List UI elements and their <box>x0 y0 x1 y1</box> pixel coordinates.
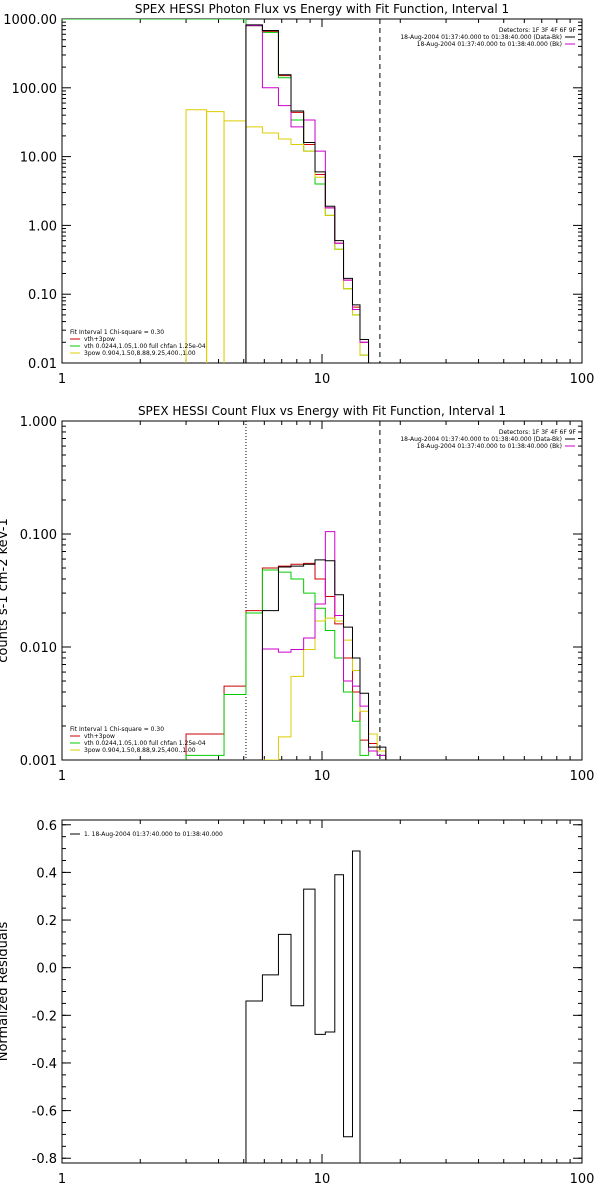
series-line-5 <box>186 559 387 760</box>
x-tick-label: 10 <box>314 372 331 387</box>
x-tick-label: 1 <box>58 372 66 387</box>
y-tick-label: 1000.00 <box>3 13 57 28</box>
chart-panel-3: 1 10 100 0.6 0.4 0.2 0.0 -0.2 -0.4 -0.6 -0.8 Normal… <box>0 819 594 1187</box>
chart-panel-1: SPEX HESSI Photon Flux vs Energy with Fi… <box>3 2 595 387</box>
series-line-2 <box>185 569 387 760</box>
legend-right-entry: 18-Aug-2004 01:37:40.000 to 01:38:40.000… <box>400 34 562 41</box>
plot-frame <box>61 420 583 761</box>
y-tick-label: -0.8 <box>32 1152 57 1167</box>
series-line-1 <box>245 25 386 363</box>
y-tick-label: 0.2 <box>36 914 57 929</box>
y-tick-label: -0.2 <box>32 1009 57 1024</box>
x-tick-label: 10 <box>314 1172 331 1187</box>
y-tick-label: 0.10 <box>28 288 57 303</box>
legend-right-entry: 18-Aug-2004 01:37:40.000 to 01:38:40.000… <box>400 436 562 443</box>
y-tick-label: 0.100 <box>20 528 57 543</box>
series-line-5 <box>245 24 386 363</box>
legend-right-entry: 18-Aug-2004 01:37:40.000 to 01:38:40.000… <box>417 443 562 450</box>
plot-data <box>62 19 386 363</box>
y-tick-label: -0.4 <box>32 1057 57 1072</box>
legend-entry: 3pow 0.904,1.50,8.88,9.25,400.,1.00 <box>84 747 196 754</box>
plot-frame <box>61 819 583 1164</box>
legend-entry: vth 0.0244,1.05,1.00 full chfan 1.25e-04 <box>84 343 206 350</box>
y-tick-label: 10.00 <box>20 151 57 166</box>
chart-panel-2: SPEX HESSI Count Flux vs Energy with Fit… <box>0 404 594 784</box>
x-tick-label: 1 <box>58 769 66 784</box>
x-tick-label: 100 <box>570 372 595 387</box>
chart-title: SPEX HESSI Photon Flux vs Energy with Fi… <box>135 2 509 16</box>
y-tick-label: 0.010 <box>20 641 57 656</box>
y-tick-label: 0.0 <box>36 962 57 977</box>
x-tick-label: 10 <box>314 769 331 784</box>
series-line-3 <box>186 617 387 760</box>
series-line-4 <box>245 25 386 363</box>
legend-right-entry: 18-Aug-2004 01:37:40.000 to 01:38:40.000… <box>417 41 562 48</box>
x-tick-label: 100 <box>570 1172 595 1187</box>
legend-right-entry: Detectors: 1F 3F 4F 6F 9F <box>499 429 577 436</box>
y-axis-label: Normalized Residuals <box>0 922 11 1062</box>
y-axis-label: counts s-1 cm-2 keV-1 <box>0 518 11 663</box>
legend-entry: 1. 18-Aug-2004 01:37:40.000 to 01:38:40.… <box>84 831 223 838</box>
y-tick-label: -0.6 <box>32 1105 57 1120</box>
series-line-1 <box>185 562 387 760</box>
y-tick-label: 1.000 <box>20 415 57 430</box>
legend-entry: vth+3pow <box>84 336 115 343</box>
series-line-2 <box>245 25 386 363</box>
series-step-segment <box>185 109 208 363</box>
y-tick-label: 0.001 <box>20 754 57 769</box>
legend-entry: vth+3pow <box>84 733 115 740</box>
y-tick-label: 0.4 <box>36 866 57 881</box>
legend-entry: 3pow 0.904,1.50,8.88,9.25,400.,1.00 <box>84 350 196 357</box>
series-step-segment <box>206 111 225 363</box>
y-tick-label: 100.00 <box>12 82 58 97</box>
legend-entry: vth 0.0244,1.05,1.00 full chfan 1.25e-04 <box>84 740 206 747</box>
legend-entry: Fit Interval 1 Chi-square = 0.30 <box>70 726 164 733</box>
x-tick-label: 100 <box>570 769 595 784</box>
series-step-segment <box>62 19 247 363</box>
plot-data <box>245 850 380 1163</box>
series-line-1 <box>245 850 380 1163</box>
x-tick-label: 1 <box>58 1172 66 1187</box>
series-line-3 <box>245 126 386 363</box>
y-tick-label: 0.01 <box>28 357 57 372</box>
legend-right-entry: Detectors: 1F 3F 4F 6F 9F <box>499 27 577 34</box>
plot-frame <box>61 18 583 364</box>
legend-entry: Fit Interval 1 Chi-square = 0.30 <box>70 329 164 336</box>
chart-title: SPEX HESSI Count Flux vs Energy with Fit… <box>138 404 506 418</box>
y-tick-label: 0.6 <box>36 819 57 834</box>
y-tick-label: 1.00 <box>28 219 57 234</box>
plot-data <box>185 421 387 760</box>
series-step-segment <box>223 120 247 363</box>
